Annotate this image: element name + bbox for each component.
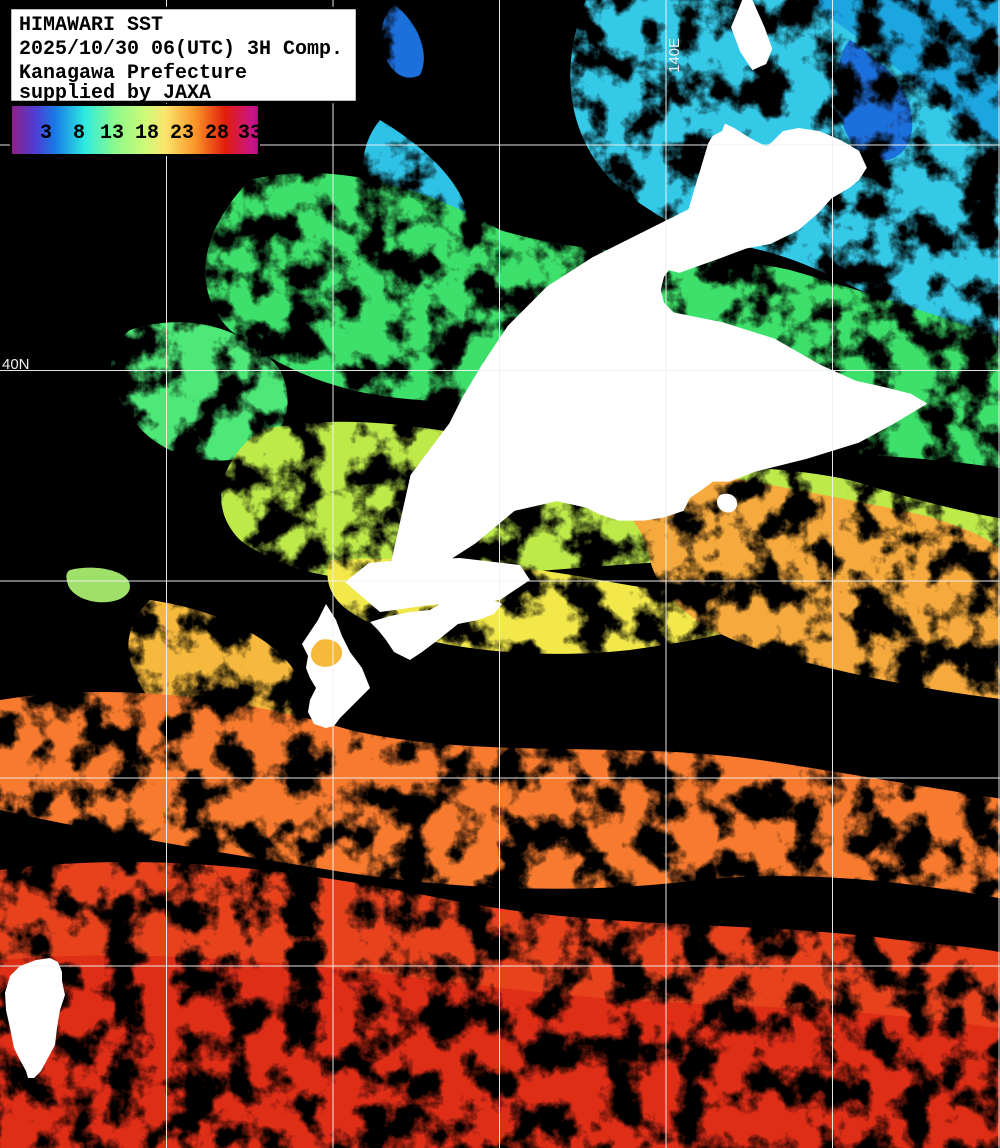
svg-text:23: 23 [170,122,194,145]
svg-text:40N: 40N [2,356,30,373]
svg-text:2025/10/30 06(UTC) 3H Comp.: 2025/10/30 06(UTC) 3H Comp. [19,38,343,61]
svg-text:18: 18 [135,122,159,145]
svg-text:HIMAWARI SST: HIMAWARI SST [19,14,163,37]
svg-text:3: 3 [40,122,52,145]
svg-text:13: 13 [100,122,124,145]
svg-text:33: 33 [238,122,262,145]
svg-text:140E: 140E [666,38,683,73]
svg-text:8: 8 [73,122,85,145]
svg-text:supplied by JAXA: supplied by JAXA [19,82,211,105]
svg-text:28: 28 [205,122,229,145]
